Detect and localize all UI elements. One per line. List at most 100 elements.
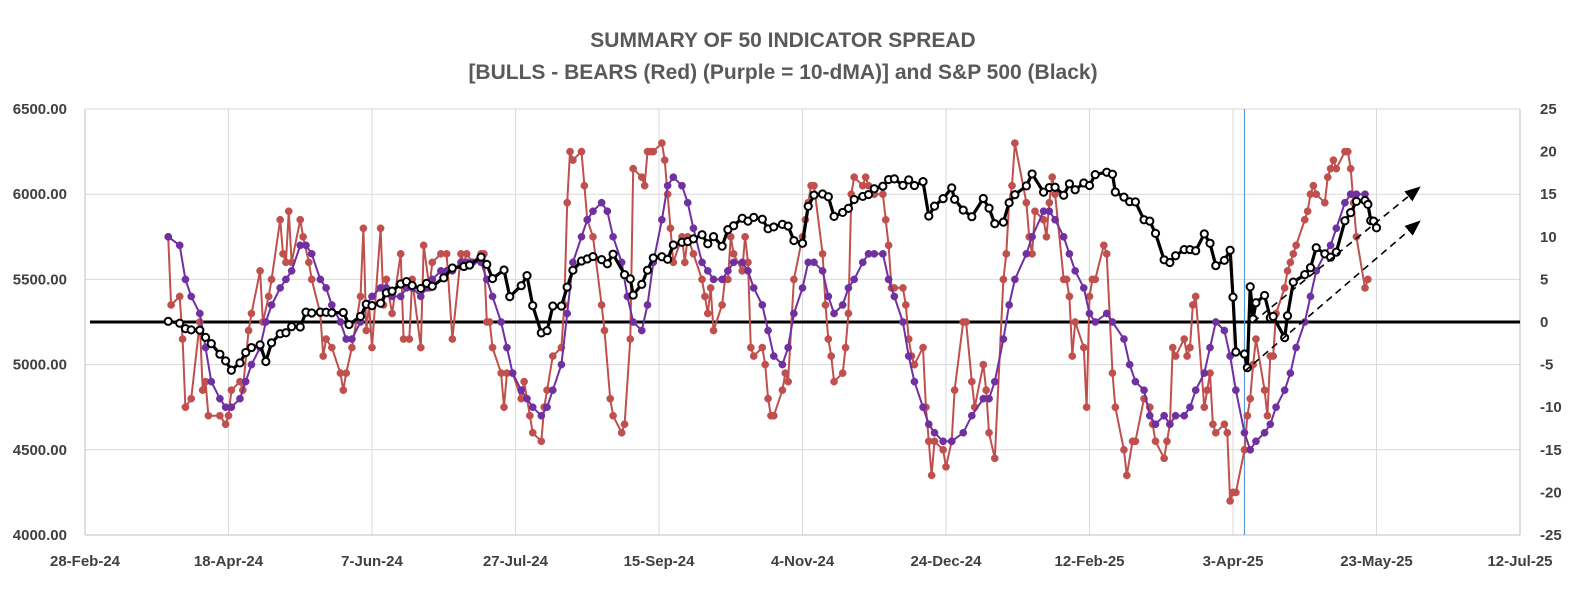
- data-point: [327, 343, 336, 352]
- data-point: [850, 275, 859, 284]
- data-point: [890, 292, 899, 301]
- x-tick-label: 23-May-25: [1340, 553, 1413, 570]
- data-point: [1191, 386, 1200, 395]
- data-point: [569, 156, 577, 164]
- data-point: [1311, 243, 1321, 253]
- data-point: [689, 249, 698, 258]
- data-point: [1211, 318, 1220, 326]
- y-right-tick-label: -5: [1540, 357, 1553, 374]
- x-tick-label: 4-Nov-24: [771, 553, 835, 570]
- data-point: [348, 335, 356, 343]
- data-point: [757, 214, 767, 224]
- y-right-tick-label: -10: [1540, 399, 1562, 416]
- y-left-tick-label: 4000.00: [13, 527, 67, 544]
- data-point: [1272, 403, 1280, 412]
- data-point: [919, 343, 927, 352]
- data-point: [224, 411, 233, 420]
- data-point: [790, 275, 798, 284]
- data-point: [879, 190, 887, 199]
- data-point: [227, 386, 236, 395]
- data-point: [744, 267, 752, 275]
- data-point: [978, 193, 988, 204]
- data-point: [226, 365, 236, 375]
- data-point: [979, 360, 988, 369]
- data-point: [566, 147, 574, 156]
- data-point: [1107, 169, 1118, 179]
- data-point: [279, 249, 287, 258]
- data-point: [1246, 394, 1255, 403]
- data-point: [1266, 420, 1275, 429]
- data-point: [689, 224, 698, 233]
- data-point: [267, 301, 276, 309]
- data-point: [709, 326, 718, 335]
- data-point: [264, 292, 273, 301]
- data-point: [1232, 386, 1240, 395]
- data-point: [769, 352, 778, 360]
- data-point: [810, 258, 818, 267]
- data-point: [327, 308, 337, 318]
- data-point: [1199, 229, 1209, 239]
- data-point: [1140, 386, 1148, 395]
- data-point: [1065, 249, 1074, 258]
- data-point: [1191, 292, 1200, 301]
- data-point: [563, 309, 572, 318]
- data-point: [1280, 386, 1289, 395]
- data-point: [505, 292, 515, 302]
- data-point: [1289, 249, 1298, 258]
- data-point: [1220, 420, 1229, 429]
- data-point: [810, 181, 818, 190]
- data-point: [718, 275, 726, 284]
- data-point: [726, 232, 735, 241]
- data-point: [1332, 164, 1341, 173]
- data-point: [1341, 198, 1349, 207]
- data-point: [942, 462, 950, 471]
- data-point: [924, 420, 933, 429]
- data-point: [1332, 224, 1341, 233]
- data-point: [295, 322, 305, 332]
- data-point: [307, 249, 316, 258]
- data-point: [523, 394, 531, 403]
- x-tick-label: 24-Dec-24: [911, 553, 983, 570]
- data-point: [442, 249, 451, 258]
- data-point: [428, 258, 437, 267]
- data-point: [1306, 292, 1315, 301]
- data-point: [1300, 270, 1310, 280]
- data-point: [261, 318, 270, 326]
- data-point: [1166, 420, 1174, 429]
- data-point: [241, 347, 251, 358]
- data-point: [947, 437, 956, 446]
- data-point: [1102, 309, 1111, 318]
- data-point: [729, 221, 739, 231]
- data-point: [678, 181, 686, 190]
- data-point: [516, 281, 526, 291]
- data-point: [256, 267, 264, 275]
- data-point: [367, 301, 377, 311]
- data-point: [629, 318, 638, 326]
- data-point: [1200, 403, 1209, 412]
- data-point: [929, 201, 940, 211]
- data-point: [1260, 428, 1269, 437]
- data-point: [1280, 284, 1289, 292]
- data-point: [1150, 228, 1161, 238]
- data-point: [878, 181, 888, 191]
- data-point: [1091, 275, 1100, 284]
- data-point: [1165, 257, 1175, 268]
- data-point: [899, 284, 907, 292]
- data-point: [359, 224, 368, 233]
- data-point: [1245, 282, 1255, 292]
- data-point: [1171, 411, 1180, 420]
- data-point: [619, 270, 630, 280]
- data-point: [843, 203, 854, 213]
- y-left-tick-label: 6500.00: [13, 101, 67, 118]
- data-point: [266, 338, 277, 348]
- data-point: [1186, 343, 1194, 352]
- data-point: [1303, 207, 1312, 216]
- data-point: [718, 301, 726, 309]
- data-point: [603, 207, 612, 216]
- y-right-tick-label: 0: [1540, 314, 1548, 331]
- data-point: [830, 309, 838, 318]
- data-point: [1346, 164, 1355, 173]
- data-point: [1050, 182, 1060, 192]
- data-point: [746, 343, 755, 352]
- data-point: [528, 428, 537, 437]
